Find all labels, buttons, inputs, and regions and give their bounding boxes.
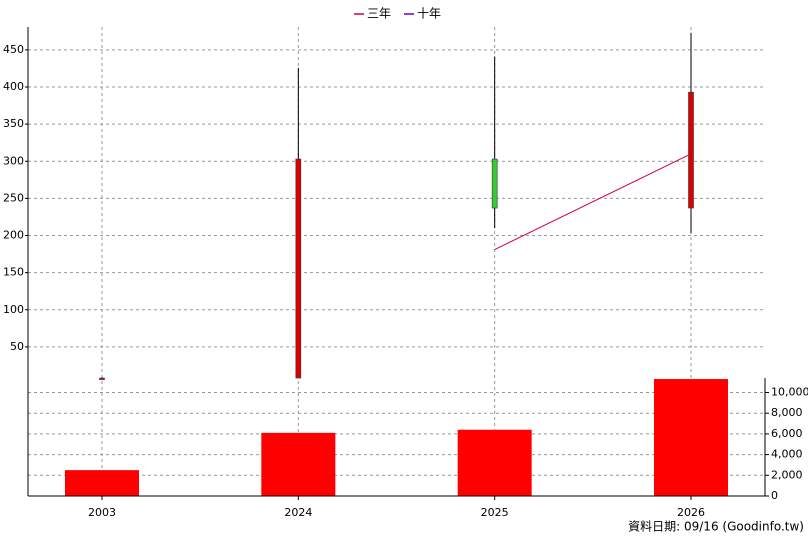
x-tick-label: 2003 [88, 506, 116, 519]
y-tick-label: 6,000 [771, 427, 803, 440]
bar [457, 429, 532, 496]
y-tick-label: 8,000 [771, 406, 803, 419]
candle-body [295, 158, 302, 379]
y-tick-label: 50 [10, 340, 24, 353]
y-tick-label: 250 [3, 191, 24, 204]
x-tick-label: 2026 [677, 506, 705, 519]
y-tick-label: 10,000 [771, 385, 808, 398]
y-tick-label: 350 [3, 117, 24, 130]
y-tick-label: 4,000 [771, 448, 803, 461]
y-tick-label: 2,000 [771, 468, 803, 481]
y-tick-label: 0 [771, 489, 778, 502]
y-tick-label: 100 [3, 303, 24, 316]
candle-body [688, 91, 694, 209]
bar [65, 470, 139, 496]
y-tick-label: 300 [3, 154, 24, 167]
bar [261, 432, 336, 496]
y-tick-label: 200 [3, 229, 24, 242]
footer: 資料日期: 09/16 (Goodinfo.tw) [628, 520, 804, 534]
y-tick-label: 450 [3, 43, 24, 56]
x-tick-label: 2024 [284, 506, 312, 519]
line-series [494, 153, 692, 251]
x-tick-label: 2025 [481, 506, 509, 519]
bar [654, 379, 728, 496]
legend-label: 三年 [367, 7, 391, 21]
candle-body [491, 158, 498, 209]
legend-label: 十年 [417, 7, 441, 21]
candle-body [99, 377, 105, 380]
y-tick-label: 150 [3, 266, 24, 279]
y-tick-label: 400 [3, 80, 24, 93]
